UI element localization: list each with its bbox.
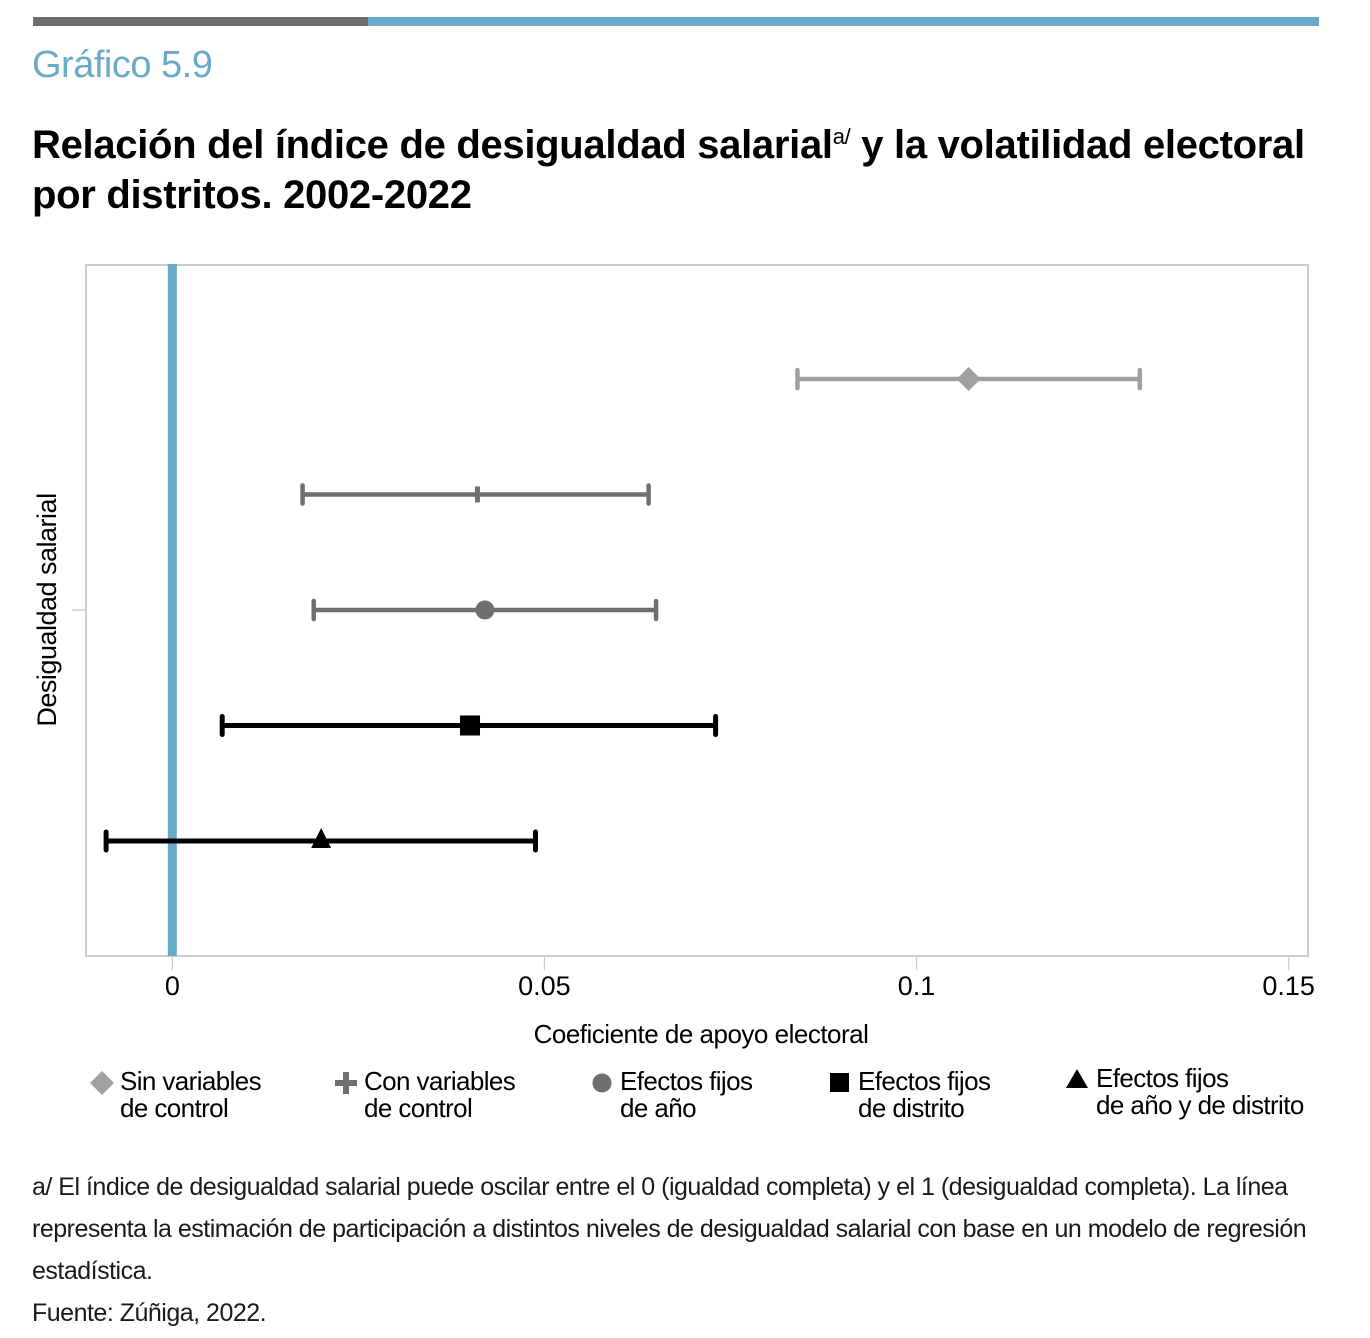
legend-label: Efectos fijos de año (620, 1066, 753, 1123)
x-axis-ticks: 0 0.05 0.1 0.15 (165, 956, 1315, 1001)
legend-item: Efectos fijos de año (588, 1066, 753, 1123)
triangle-icon (1064, 1065, 1096, 1095)
chart-title-part2: y la volatilidad electoral por distritos… (32, 123, 1305, 217)
legend-label: Sin variables de control (120, 1066, 262, 1123)
legend: Sin variables de control Con variables de… (88, 1065, 1370, 1128)
point-estimate-circle (475, 600, 495, 620)
series-square (219, 714, 719, 737)
x-axis-label: Coeficiente de apoyo electoral (534, 1019, 869, 1049)
title-footnote-marker: a/ (832, 124, 851, 149)
legend-label: Efectos fijos de distrito (858, 1066, 991, 1123)
point-estimate-diamond (956, 367, 981, 391)
header-accent-bar-dark (33, 17, 368, 26)
chart-title: Relación del índice de desigualdad salar… (32, 120, 1332, 220)
header-accent-bar-light (368, 17, 1319, 26)
x-tick-label: 0.15 (1262, 971, 1315, 1001)
series-diamond (795, 367, 1143, 391)
footnote: a/ El índice de desigualdad salarial pue… (32, 1173, 1307, 1285)
point-estimate-square (460, 715, 481, 736)
series-triangle (103, 828, 539, 853)
x-tick-label: 0.1 (898, 971, 936, 1001)
coefficient-chart: 0 0.05 0.1 0.15 Coeficiente de apoyo electo… (32, 264, 1315, 1049)
circle-icon (588, 1068, 620, 1098)
legend-item: Sin variables de control (88, 1066, 262, 1123)
diamond-icon (88, 1068, 120, 1098)
legend-item: Efectos fijos de distrito (826, 1066, 991, 1123)
source-note: Fuente: Zúñiga, 2022. (32, 1299, 267, 1327)
x-tick-label: 0.05 (518, 971, 571, 1001)
plus-icon (332, 1068, 364, 1098)
series-circle (311, 598, 659, 622)
legend-label: Con variables de control (364, 1066, 516, 1123)
plot-frame (85, 264, 1309, 957)
square-icon (826, 1068, 858, 1098)
legend-item: Con variables de control (332, 1066, 516, 1123)
x-tick-label: 0 (165, 971, 180, 1001)
series-plus (300, 483, 651, 506)
series-group (103, 367, 1143, 853)
legend-label: Efectos fijos de año y de distrito (1096, 1063, 1304, 1120)
legend-item: Efectos fijos de año y de distrito (1064, 1065, 1304, 1119)
chart-notes: a/ El índice de desigualdad salarial pue… (32, 1166, 1332, 1334)
chart-title-part1: Relación del índice de desigualdad salar… (32, 123, 833, 167)
header-accent-bar (33, 17, 1319, 26)
chart-number: Gráfico 5.9 (32, 44, 213, 86)
y-axis-label: Desigualdad salarial (32, 493, 62, 726)
point-estimate-triangle (311, 828, 332, 848)
